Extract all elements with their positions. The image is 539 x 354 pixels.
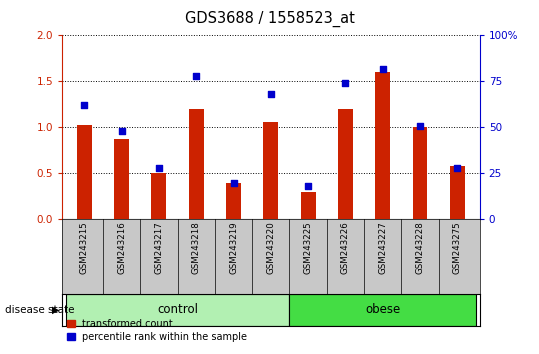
Point [192, 73, 201, 79]
Text: disease state: disease state [5, 305, 75, 315]
Bar [114, 139, 129, 219]
Bar [66, 294, 289, 326]
Bar [338, 109, 353, 219]
Bar [301, 192, 316, 219]
Bar [264, 122, 278, 219]
Bar [77, 125, 92, 219]
Text: GSM243219: GSM243219 [229, 221, 238, 274]
Bar [226, 183, 241, 219]
Point [453, 165, 461, 171]
Text: GSM243217: GSM243217 [155, 221, 163, 274]
Text: GSM243227: GSM243227 [378, 221, 387, 274]
Bar [289, 294, 476, 326]
Legend: transformed count, percentile rank within the sample: transformed count, percentile rank withi… [67, 319, 247, 342]
Point [155, 165, 163, 171]
Point [118, 128, 126, 134]
Point [304, 183, 313, 189]
Point [229, 180, 238, 185]
Text: GSM243216: GSM243216 [117, 221, 126, 274]
Text: GSM243225: GSM243225 [303, 221, 313, 274]
Text: GSM243275: GSM243275 [453, 221, 462, 274]
Point [80, 103, 89, 108]
Text: GSM243215: GSM243215 [80, 221, 89, 274]
Bar [375, 72, 390, 219]
Bar [151, 173, 167, 219]
Text: control: control [157, 303, 198, 316]
Text: GSM243220: GSM243220 [266, 221, 275, 274]
Point [416, 123, 424, 129]
Point [341, 80, 350, 86]
Point [266, 91, 275, 97]
Text: obese: obese [365, 303, 400, 316]
Point [378, 66, 387, 72]
Text: GSM243228: GSM243228 [416, 221, 425, 274]
Bar [189, 109, 204, 219]
Bar [412, 127, 427, 219]
Text: GSM243218: GSM243218 [192, 221, 201, 274]
Text: ▶: ▶ [52, 305, 59, 315]
Text: GSM243226: GSM243226 [341, 221, 350, 274]
Bar [450, 166, 465, 219]
Text: GDS3688 / 1558523_at: GDS3688 / 1558523_at [184, 11, 355, 27]
